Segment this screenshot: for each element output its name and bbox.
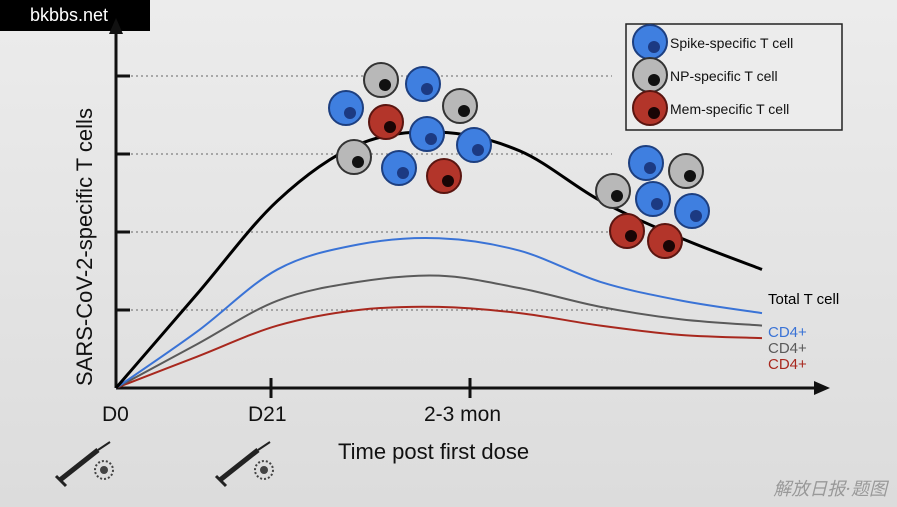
blue-cell-icon: [456, 127, 492, 163]
cell-cluster-peak: [328, 62, 492, 194]
legend-gray-cell-icon: [632, 57, 668, 93]
x-tick-label-d0: D0: [102, 403, 129, 426]
gray-cell-icon: [363, 62, 399, 98]
blue-cell-icon: [628, 145, 664, 181]
x-tick-label-2-3mon: 2-3 mon: [424, 403, 501, 426]
blue-cell-icon: [674, 193, 710, 229]
gray-cell-icon: [336, 139, 372, 175]
legend-blue-cell-icon: [632, 24, 668, 60]
blue-cell-icon: [635, 181, 671, 217]
gray-cell-icon: [668, 153, 704, 189]
gridlines: [116, 75, 612, 311]
series-label-mem: CD4+: [768, 356, 807, 373]
axes: [109, 18, 830, 398]
blue-cell-icon: [405, 66, 441, 102]
legend-label-np: NP-specific T cell: [670, 68, 778, 84]
syringe-icon-d21: [214, 441, 274, 488]
publisher-watermark: 解放日报·题图: [773, 479, 887, 500]
gray-cell-icon: [595, 173, 631, 209]
blue-cell-icon: [328, 90, 364, 126]
series-line-np: [115, 274, 763, 389]
legend-red-cell-icon: [632, 90, 668, 126]
series-line-spike: [115, 236, 763, 389]
gray-cell-icon: [442, 88, 478, 124]
legend-label-mem: Mem-specific T cell: [670, 101, 789, 117]
syringe-icon-d0: [54, 441, 114, 488]
red-cell-icon: [647, 223, 683, 259]
series-line-mem: [115, 305, 763, 389]
series-label-np: CD4+: [768, 340, 807, 357]
legend: Spike-specific T cell NP-specific T cell…: [625, 23, 843, 131]
blue-cell-icon: [409, 116, 445, 152]
cell-cluster-late: [595, 145, 710, 259]
x-axis-arrow-icon: [814, 381, 830, 395]
legend-label-spike: Spike-specific T cell: [670, 35, 793, 51]
watermark: bkbbs.net: [0, 0, 150, 31]
y-axis-title: SARS-CoV-2-specific T cells: [72, 108, 97, 386]
blue-cell-icon: [381, 150, 417, 186]
x-axis-title: Time post first dose: [338, 439, 529, 464]
y-axis-arrow-icon: [109, 18, 123, 34]
red-cell-icon: [368, 104, 404, 140]
series-label-spike: CD4+: [768, 324, 807, 341]
red-cell-icon: [609, 213, 645, 249]
series-label-total: Total T cell: [768, 291, 839, 308]
x-tick-label-d21: D21: [248, 403, 287, 426]
red-cell-icon: [426, 158, 462, 194]
